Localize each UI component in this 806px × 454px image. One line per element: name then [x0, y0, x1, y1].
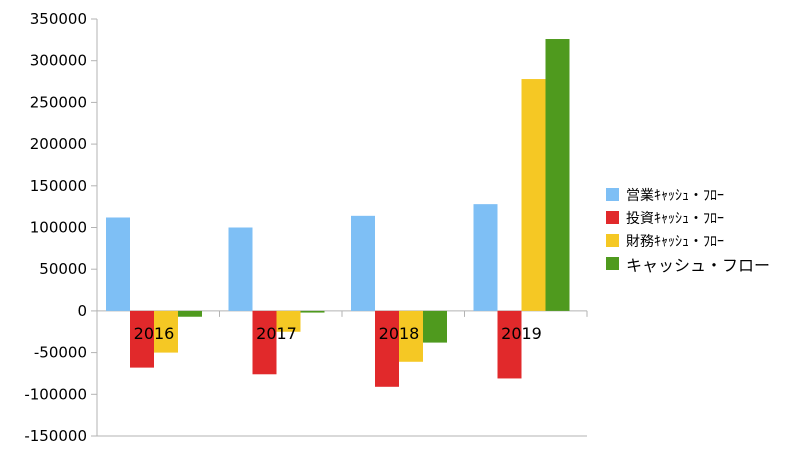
legend-label: 財務ｷｬｯｼｭ・ﾌﾛｰ [626, 233, 724, 250]
legend-item: 投資ｷｬｯｼｭ・ﾌﾛｰ [606, 206, 770, 229]
legend: 営業ｷｬｯｼｭ・ﾌﾛｰ 投資ｷｬｯｼｭ・ﾌﾛｰ 財務ｷｬｯｼｭ・ﾌﾛｰ キャッシュ・フ… [606, 183, 770, 275]
bar-2016-series-1 [106, 217, 130, 311]
bar-2019-series-4 [545, 39, 570, 311]
legend-label: 営業ｷｬｯｼｭ・ﾌﾛｰ [626, 187, 724, 204]
bars [106, 39, 570, 387]
category-label-2018: 2018 [379, 324, 420, 343]
bar-2016-series-3 [154, 310, 178, 353]
y-tick-label: 50000 [39, 260, 87, 278]
legend-item: キャッシュ・フロー [606, 252, 770, 275]
y-tick-label: 300000 [30, 52, 87, 70]
bar-2019-series-3 [521, 79, 546, 311]
legend-swatch [606, 234, 619, 247]
legend-item: 財務ｷｬｯｼｭ・ﾌﾛｰ [606, 229, 770, 252]
category-label-2016: 2016 [134, 324, 175, 343]
y-tick-label: 350000 [30, 10, 87, 28]
bar-2016-series-4 [178, 310, 202, 317]
bar-2016-series-2 [130, 310, 154, 368]
y-tick-label: 150000 [30, 177, 87, 195]
bar-2017-series-1 [228, 227, 253, 311]
y-tick-label: 0 [77, 302, 87, 320]
legend-swatch [606, 188, 619, 201]
y-tick-label: -150000 [24, 427, 87, 445]
legend-swatch [606, 211, 619, 224]
y-tick-label: 250000 [30, 93, 87, 111]
bar-2017-series-4 [300, 310, 325, 313]
category-labels: 2016 2017 2018 2019 [134, 324, 542, 343]
y-tick-label: -100000 [24, 385, 87, 403]
bar-2018-series-3 [399, 310, 423, 362]
bar-2018-series-4 [423, 310, 447, 343]
y-tick-label: 200000 [30, 135, 87, 153]
category-label-2019: 2019 [501, 324, 542, 343]
legend-label: キャッシュ・フロー [626, 255, 771, 275]
y-tick-label: 100000 [30, 219, 87, 237]
bar-2019-series-2 [497, 310, 522, 379]
bar-2017-series-2 [252, 310, 277, 375]
bar-2018-series-1 [351, 215, 375, 311]
bar-2019-series-1 [473, 204, 498, 311]
legend-item: 営業ｷｬｯｼｭ・ﾌﾛｰ [606, 183, 770, 206]
y-tick-label: -50000 [34, 344, 87, 362]
bar-2018-series-2 [375, 310, 399, 387]
legend-label: 投資ｷｬｯｼｭ・ﾌﾛｰ [626, 210, 724, 227]
legend-swatch [606, 257, 619, 270]
axes: 350000 300000 250000 200000 150000 100000 5000… [24, 10, 588, 445]
bar-2017-series-3 [276, 310, 301, 332]
category-label-2017: 2017 [256, 324, 297, 343]
